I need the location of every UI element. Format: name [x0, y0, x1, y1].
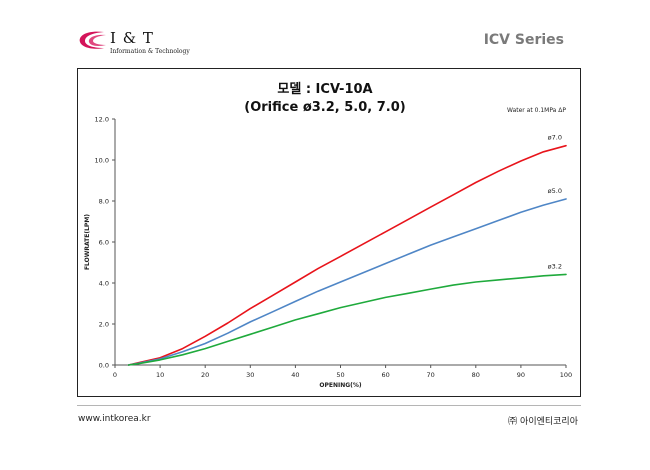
- x-tick-label: 20: [201, 371, 209, 379]
- x-tick-label: 90: [517, 371, 525, 379]
- series-label: ø5.0: [548, 187, 562, 195]
- series-label: ø3.2: [548, 262, 562, 270]
- y-tick-label: 10.0: [95, 157, 109, 165]
- series-line-ø5.0: [127, 198, 567, 366]
- series-line-ø3.2: [127, 273, 567, 366]
- x-tick-label: 50: [336, 371, 344, 379]
- footer-website: www.intkorea.kr: [78, 414, 151, 424]
- series-title: ICV Series: [483, 32, 564, 48]
- footer-company: ㈜ 아이엔티코리아: [508, 417, 578, 427]
- logo-subtitle: Information & Technology: [110, 48, 190, 55]
- logo-swoosh-icon: [79, 31, 106, 49]
- x-tick-label: 80: [472, 371, 480, 379]
- y-tick-label: 2.0: [99, 321, 109, 329]
- logo-name: I & T: [110, 29, 154, 47]
- series-line-ø7.0: [127, 144, 567, 366]
- x-axis-label: OPENING(%): [319, 382, 362, 389]
- x-tick-label: 100: [560, 371, 572, 379]
- company-logo: I & T Information & Technology: [76, 28, 196, 58]
- x-tick-label: 30: [246, 371, 254, 379]
- chart-title: 모델 : ICV-10A: [277, 82, 373, 97]
- chart-annotation: Water at 0.1MPa ΔP: [507, 107, 566, 114]
- y-tick-label: 8.0: [99, 198, 109, 206]
- x-tick-label: 10: [156, 371, 164, 379]
- y-tick-label: 6.0: [99, 239, 109, 247]
- y-axis-label: FLOWRATE(LPM): [84, 214, 91, 270]
- chart-frame: [77, 68, 581, 397]
- y-tick-label: 0.0: [99, 362, 109, 370]
- x-tick-label: 0: [113, 371, 117, 379]
- y-tick-label: 4.0: [99, 280, 109, 288]
- x-tick-label: 70: [427, 371, 435, 379]
- x-tick-label: 60: [381, 371, 389, 379]
- y-tick-label: 12.0: [95, 116, 109, 124]
- series-label: ø7.0: [548, 134, 562, 142]
- chart-subtitle: (Orifice ø3.2, 5.0, 7.0): [244, 100, 406, 115]
- footer-divider: [77, 405, 581, 406]
- x-tick-label: 40: [291, 371, 299, 379]
